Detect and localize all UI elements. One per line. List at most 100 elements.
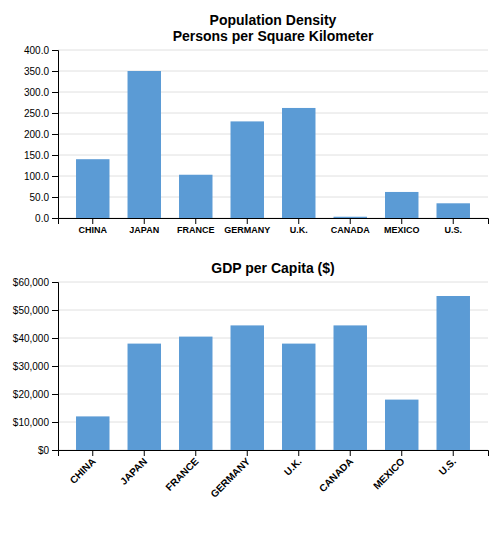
tick-mark <box>453 450 454 456</box>
tick: $0 <box>38 445 58 456</box>
tick: MEXICO <box>371 450 407 491</box>
chart: 0.050.0100.0150.0200.0250.0300.0350.0400… <box>24 12 489 235</box>
tick-label: MEXICO <box>384 225 420 235</box>
tick: U.S. <box>437 450 459 477</box>
tick: 400.0 <box>24 45 58 56</box>
grid-line <box>58 197 488 198</box>
bar <box>334 217 367 218</box>
title-line: GDP per Capita ($) <box>211 260 334 276</box>
tick-mark <box>52 176 58 177</box>
tick-mark <box>92 450 93 456</box>
tick-label: U.K. <box>282 456 304 478</box>
grid <box>58 282 488 450</box>
grid-line <box>58 366 488 367</box>
grid-line <box>58 92 488 93</box>
tick: GERMANY <box>224 218 270 235</box>
tick-mark <box>52 92 58 93</box>
tick-label: FRANCE <box>163 455 200 492</box>
bar <box>385 400 418 450</box>
tick-label: U.K. <box>290 225 308 235</box>
tick-mark <box>144 218 145 224</box>
chart: $0 $10,000 $20,000 $30,000 $40,000 $50,000 $60… <box>13 260 489 500</box>
tick: CANADA <box>331 218 370 235</box>
tick: 200.0 <box>24 129 58 140</box>
bar <box>231 325 264 450</box>
tick: FRANCE <box>163 450 200 493</box>
tick-label: 50.0 <box>30 192 50 203</box>
title-line: Population Density <box>210 12 337 28</box>
bar <box>76 159 109 218</box>
tick-mark <box>52 338 58 339</box>
grid-line <box>58 134 488 135</box>
tick: 350.0 <box>24 66 58 77</box>
title: GDP per Capita ($) <box>211 260 334 276</box>
tick-mark <box>52 450 58 451</box>
tick-label: 200.0 <box>24 129 49 140</box>
tick-mark <box>401 218 402 224</box>
tick: $40,000 <box>13 333 58 344</box>
grid-line <box>58 113 488 114</box>
tick-label: $30,000 <box>13 361 50 372</box>
tick-label: $0 <box>38 445 50 456</box>
tick-mark <box>52 366 58 367</box>
grid-line <box>58 155 488 156</box>
tick-label: GERMANY <box>224 225 270 235</box>
tick-label: U.S. <box>437 456 459 478</box>
grid-line <box>58 422 488 423</box>
tick-label: $60,000 <box>13 277 50 288</box>
tick-label: CANADA <box>317 456 355 494</box>
bar <box>437 203 470 218</box>
tick-mark <box>52 422 58 423</box>
tick: CANADA <box>317 450 355 494</box>
tick-mark <box>92 218 93 224</box>
axis-line <box>52 283 59 451</box>
tick: CHINA <box>79 218 108 235</box>
tick-label: JAPAN <box>118 456 149 487</box>
bars <box>76 71 470 218</box>
tick-mark <box>195 218 196 224</box>
tick-label: 300.0 <box>24 87 49 98</box>
tick-mark <box>195 450 196 456</box>
tick-mark <box>52 282 58 283</box>
tick: GERMANY <box>208 450 252 500</box>
tick-label: 350.0 <box>24 66 49 77</box>
grid-line <box>58 71 488 72</box>
tick: 100.0 <box>24 171 58 182</box>
tick: CHINA <box>68 450 98 486</box>
grid-line <box>58 176 488 177</box>
tick: U.K. <box>282 450 304 478</box>
axis-line <box>59 451 489 457</box>
tick-label: 150.0 <box>24 150 49 161</box>
tick: 150.0 <box>24 150 58 161</box>
tick-mark <box>298 218 299 224</box>
tick-label: $10,000 <box>13 417 50 428</box>
grid-line <box>58 310 488 311</box>
tick: 300.0 <box>24 87 58 98</box>
tick: 50.0 <box>30 192 58 203</box>
tick-mark <box>52 71 58 72</box>
tick-mark <box>52 218 58 219</box>
tick: $30,000 <box>13 361 58 372</box>
tick-label: $20,000 <box>13 389 50 400</box>
grid-line <box>58 394 488 395</box>
tick-mark <box>453 218 454 224</box>
tick-mark <box>52 50 58 51</box>
tick-mark <box>52 155 58 156</box>
bar <box>334 325 367 450</box>
tick-label: U.S. <box>444 225 462 235</box>
tick: 250.0 <box>24 108 58 119</box>
figure: 0.050.0100.0150.0200.0250.0300.0350.0400… <box>0 0 500 536</box>
tick-label: 100.0 <box>24 171 49 182</box>
tick-label: FRANCE <box>177 225 215 235</box>
bar <box>385 192 418 218</box>
tick: $20,000 <box>13 389 58 400</box>
tick: FRANCE <box>177 218 215 235</box>
bar <box>179 175 212 218</box>
tick: $50,000 <box>13 305 58 316</box>
tick-label: MEXICO <box>371 456 407 492</box>
tick-mark <box>401 450 402 456</box>
tick: U.S. <box>444 218 462 235</box>
bar <box>76 416 109 450</box>
grid-line <box>58 282 488 283</box>
tick-mark <box>52 134 58 135</box>
